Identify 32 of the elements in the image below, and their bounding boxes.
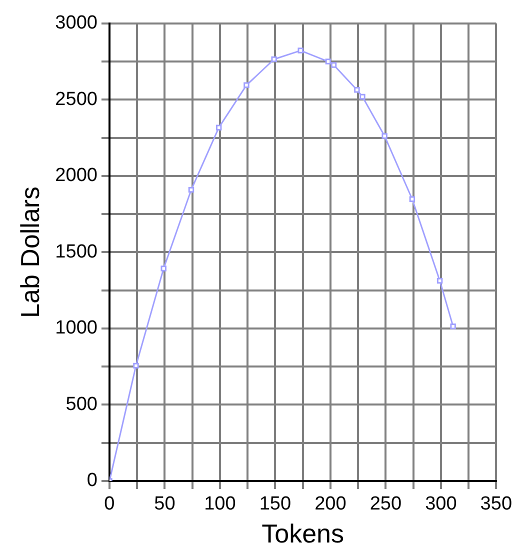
y-tick-label: 1500 (55, 241, 98, 262)
x-tick-label: 150 (259, 494, 292, 515)
y-tick-label: 2000 (55, 165, 98, 186)
x-tick-label: 200 (314, 494, 346, 515)
point (325, 58, 332, 64)
x-tick-label: 300 (425, 494, 457, 515)
x-tick-label: 350 (480, 494, 512, 515)
point (382, 133, 388, 139)
point (330, 62, 337, 68)
point (160, 266, 166, 272)
point (436, 278, 443, 284)
point (216, 124, 222, 130)
point (298, 48, 304, 54)
point (244, 82, 250, 88)
point (133, 362, 139, 369)
y-tick-label: 0 (86, 470, 98, 492)
y-tick-label: 2500 (55, 88, 98, 110)
x-tick-label: 100 (204, 494, 236, 515)
point (360, 94, 366, 100)
x-axis-title: Tokens (262, 518, 344, 549)
point (188, 186, 194, 193)
x-tick-label: 0 (104, 494, 115, 515)
y-axis-title: Lab Dollars (14, 186, 45, 318)
y-tick-label: 500 (66, 394, 98, 415)
point (271, 56, 277, 62)
point (450, 323, 456, 330)
y-tick-label: 3000 (55, 12, 98, 34)
x-tick-label: 250 (370, 494, 402, 515)
y-tick-label: 1000 (55, 318, 98, 339)
point (354, 87, 360, 93)
x-tick-label: 50 (154, 494, 176, 515)
point (409, 196, 416, 202)
